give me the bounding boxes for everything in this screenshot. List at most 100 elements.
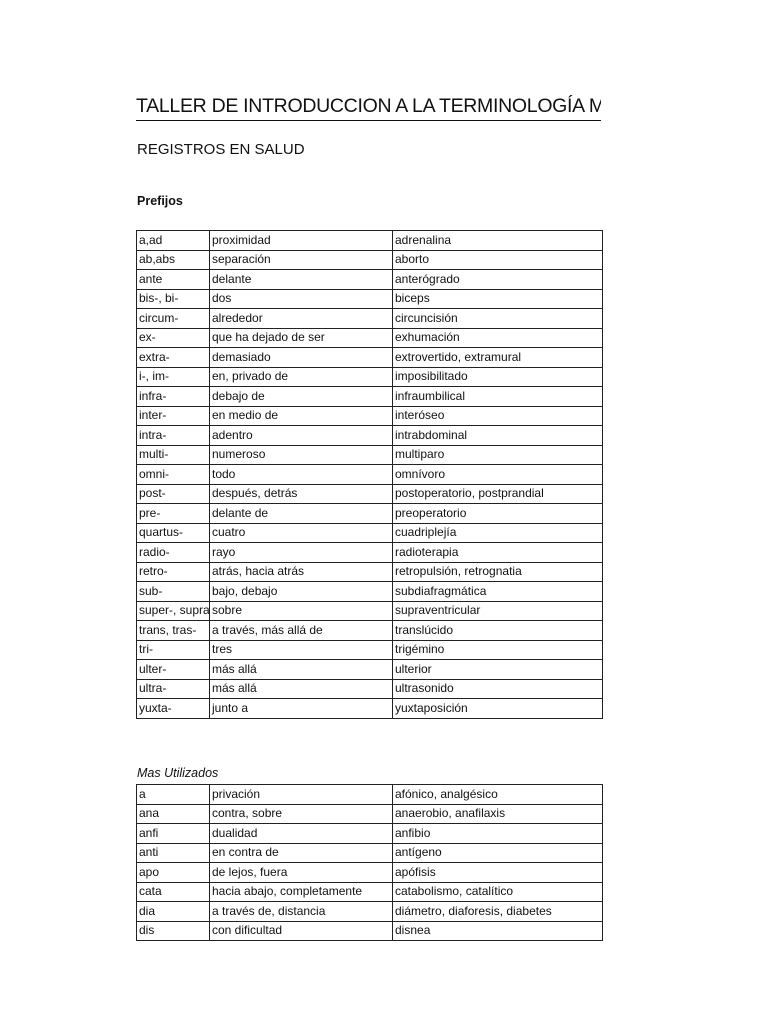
table-cell: apófisis	[392, 862, 603, 883]
table-row: cata hacia abajo, completamente catabolism…	[136, 881, 603, 902]
table-cell: a,ad	[136, 230, 210, 251]
section-heading: Mas Utilizados	[137, 766, 219, 780]
table-cell: ana	[136, 803, 210, 824]
table-cell: delante	[209, 269, 393, 290]
table-cell: demasiado	[209, 347, 393, 368]
table-row: omni-todo omnívoro	[136, 464, 603, 485]
table-row: ab,abs separación aborto	[136, 249, 603, 270]
table-cell: multiparo	[392, 444, 603, 465]
table-cell: todo	[209, 464, 393, 485]
table-cell: anti	[136, 842, 210, 863]
table-row: radio-rayo radioterapia	[136, 542, 603, 563]
table-cell: alrededor	[209, 308, 393, 329]
table-cell: infra-	[136, 386, 210, 407]
table-cell: más allá	[209, 659, 393, 680]
table-cell: radioterapia	[392, 542, 603, 563]
table-row: trans, tras-a través, más allá de translú…	[136, 620, 603, 641]
table-cell: adrenalina	[392, 230, 603, 251]
table-cell: extra-	[136, 347, 210, 368]
table-cell: trigémino	[392, 639, 603, 660]
table-cell: exhumación	[392, 327, 603, 348]
table-cell: a través, más allá de	[209, 620, 393, 641]
table-cell: inter-	[136, 405, 210, 426]
table-cell: dualidad	[209, 823, 393, 844]
table-row: super-, supra sobre supraventricular	[136, 600, 603, 621]
table-cell: de lejos, fuera	[209, 862, 393, 883]
table-cell: bajo, debajo	[209, 581, 393, 602]
table-cell: con dificultad	[209, 920, 393, 941]
table-row: multi-numeroso multiparo	[136, 444, 603, 465]
table-cell: en, privado de	[209, 366, 393, 387]
table-cell: ultrasonido	[392, 678, 603, 699]
table-row: i-, im-en, privado de imposibilitado	[136, 366, 603, 387]
table-cell: ulterior	[392, 659, 603, 680]
table-row: dia a través de, distancia diámetro, diafo…	[136, 901, 603, 922]
table-cell: omnívoro	[392, 464, 603, 485]
subtitle: REGISTROS EN SALUD	[137, 141, 305, 158]
table-cell: atrás, hacia atrás	[209, 561, 393, 582]
table-row: inter-en medio de interóseo	[136, 405, 603, 426]
table-cell: rayo	[209, 542, 393, 563]
table-cell: anfibio	[392, 823, 603, 844]
table-cell: cuatro	[209, 522, 393, 543]
table-row: pre-delante de preoperatorio	[136, 503, 603, 524]
table-cell: después, detrás	[209, 483, 393, 504]
table-row: retro-atrás, hacia atrás retropulsión, re…	[136, 561, 603, 582]
table-cell: dis	[136, 920, 210, 941]
table-cell: biceps	[392, 288, 603, 309]
table-row: anti en contra de antígeno	[136, 842, 603, 863]
table-cell: imposibilitado	[392, 366, 603, 387]
table-cell: en medio de	[209, 405, 393, 426]
table-row: ana contra, sobre anaerobio, anafilaxis	[136, 803, 603, 824]
prefix-table: a,ad proximidad adrenalina ab,abs separación…	[136, 230, 603, 719]
table-cell: tri-	[136, 639, 210, 660]
table-cell: retro-	[136, 561, 210, 582]
table-cell: catabolismo, catalítico	[392, 881, 603, 902]
table-cell: tres	[209, 639, 393, 660]
table-row: dis con dificultad disnea	[136, 920, 603, 941]
table-cell: interóseo	[392, 405, 603, 426]
table-cell: adentro	[209, 425, 393, 446]
table-cell: disnea	[392, 920, 603, 941]
title: TALLER DE INTRODUCCION A LA TERMINOLOGÍA…	[136, 94, 601, 121]
table-cell: ab,abs	[136, 249, 210, 270]
table-cell: yuxtaposición	[392, 698, 603, 719]
table-cell: antígeno	[392, 842, 603, 863]
table-cell: yuxta-	[136, 698, 210, 719]
table-cell: afónico, analgésico	[392, 784, 603, 805]
table-row: post-después, detrás postoperatorio, post…	[136, 483, 603, 504]
table-cell: sobre	[209, 600, 393, 621]
table-cell: diámetro, diaforesis, diabetes	[392, 901, 603, 922]
table-row: sub-bajo, debajo subdiafragmática	[136, 581, 603, 602]
table-row: a privación afónico, analgésico	[136, 784, 603, 805]
table-cell: preoperatorio	[392, 503, 603, 524]
table-cell: cata	[136, 881, 210, 902]
table-cell: dos	[209, 288, 393, 309]
table-cell: retropulsión, retrognatia	[392, 561, 603, 582]
table-row: infra-debajo de infraumbilical	[136, 386, 603, 407]
table-cell: sub-	[136, 581, 210, 602]
table-cell: omni-	[136, 464, 210, 485]
table-cell: circuncisión	[392, 308, 603, 329]
table-row: ulter-más allá ulterior	[136, 659, 603, 680]
table-cell: contra, sobre	[209, 803, 393, 824]
table-row: a,ad proximidad adrenalina	[136, 230, 603, 251]
table-cell: junto a	[209, 698, 393, 719]
table-cell: circum-	[136, 308, 210, 329]
table-cell: ex-	[136, 327, 210, 348]
table-cell: radio-	[136, 542, 210, 563]
table-cell: apo	[136, 862, 210, 883]
table-row: bis-, bi-dos biceps	[136, 288, 603, 309]
table-cell: intrabdominal	[392, 425, 603, 446]
prefix-table: a privación afónico, analgésico ana contra, …	[136, 784, 603, 941]
table-cell: postoperatorio, postprandial	[392, 483, 603, 504]
table-row: anfi dualidad anfibio	[136, 823, 603, 844]
table-cell: ultra-	[136, 678, 210, 699]
table-cell: a través de, distancia	[209, 901, 393, 922]
table-cell: aborto	[392, 249, 603, 270]
table-cell: anaerobio, anafilaxis	[392, 803, 603, 824]
table-cell: translúcido	[392, 620, 603, 641]
table-cell: super-, supra	[136, 600, 210, 621]
table-row: ultra-más allá ultrasonido	[136, 678, 603, 699]
